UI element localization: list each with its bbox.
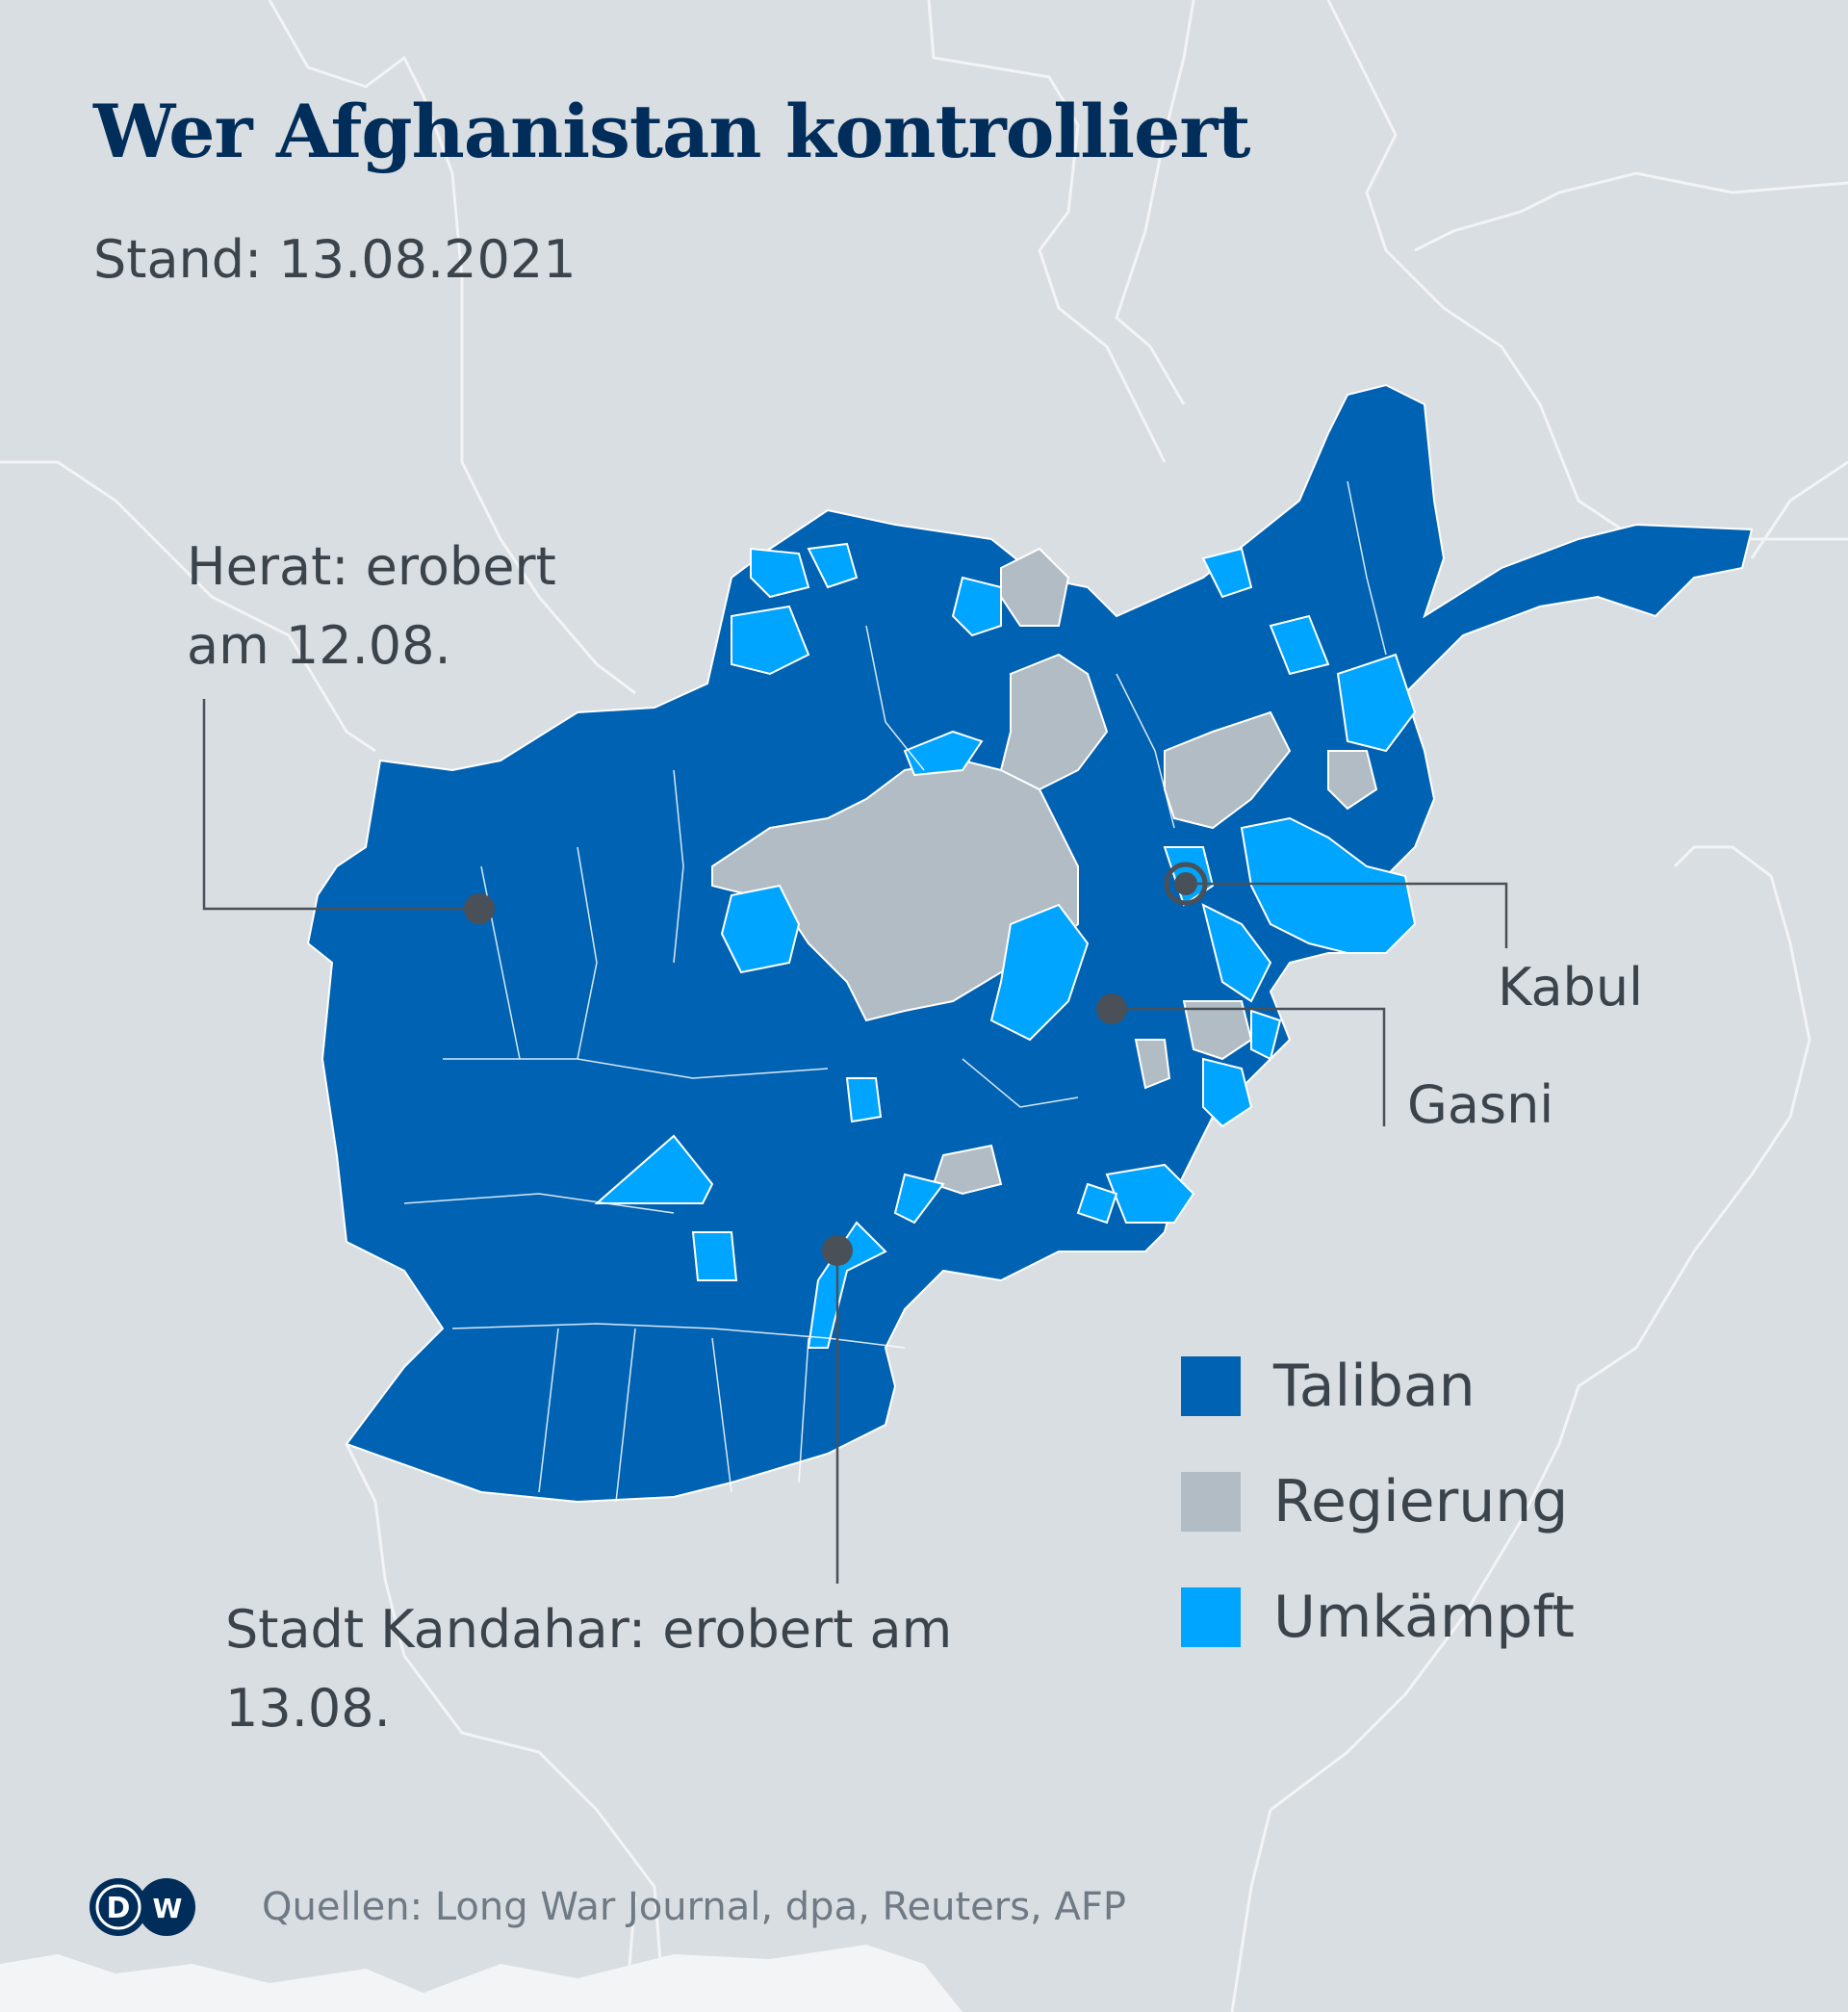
legend-item-regierung: Regierung [1181, 1444, 1575, 1560]
taliban-swatch [1181, 1356, 1241, 1416]
svg-text:W: W [153, 1893, 183, 1924]
dw-logo-icon: D W [90, 1878, 195, 1936]
kandahar-marker [822, 1235, 853, 1584]
kandahar-label-line2: 13.08. [225, 1678, 391, 1739]
kandahar-label: Stadt Kandahar: erobert am 13.08. [225, 1590, 952, 1748]
legend-label: Regierung [1273, 1468, 1569, 1535]
sea [0, 1945, 962, 2012]
kabul-label: Kabul [1498, 957, 1644, 1018]
umkaempft-swatch [1181, 1587, 1241, 1647]
district-lines [403, 480, 1387, 1503]
herat-label-line1: Herat: erobert [187, 536, 556, 597]
regierung-swatch [1181, 1472, 1241, 1532]
page-title: Wer Afghanistan kontrolliert [93, 89, 1251, 174]
legend-label: Taliban [1273, 1353, 1476, 1420]
legend-item-umkaempft: Umkämpft [1181, 1560, 1575, 1675]
legend-item-taliban: Taliban [1181, 1328, 1575, 1444]
date-subtitle: Stand: 13.08.2021 [93, 229, 577, 290]
herat-label-line2: am 12.08. [187, 615, 451, 676]
regierung-regions [711, 547, 1378, 1196]
kabul-marker [1164, 862, 1508, 948]
footer: D W Quellen: Long War Journal, dpa, Reut… [89, 1877, 1126, 1937]
ghazni-label: Gasni [1407, 1074, 1554, 1135]
legend: Taliban Regierung Umkämpft [1181, 1328, 1575, 1675]
ghazni-marker [1096, 993, 1386, 1126]
svg-text:D: D [107, 1892, 131, 1925]
legend-label: Umkämpft [1273, 1584, 1575, 1651]
herat-label: Herat: erobert am 12.08. [187, 528, 556, 685]
kandahar-label-line1: Stadt Kandahar: erobert am [225, 1599, 953, 1660]
herat-marker [202, 699, 495, 924]
umkaempft-regions [594, 542, 1417, 1349]
source-text: Quellen: Long War Journal, dpa, Reuters,… [262, 1885, 1126, 1929]
